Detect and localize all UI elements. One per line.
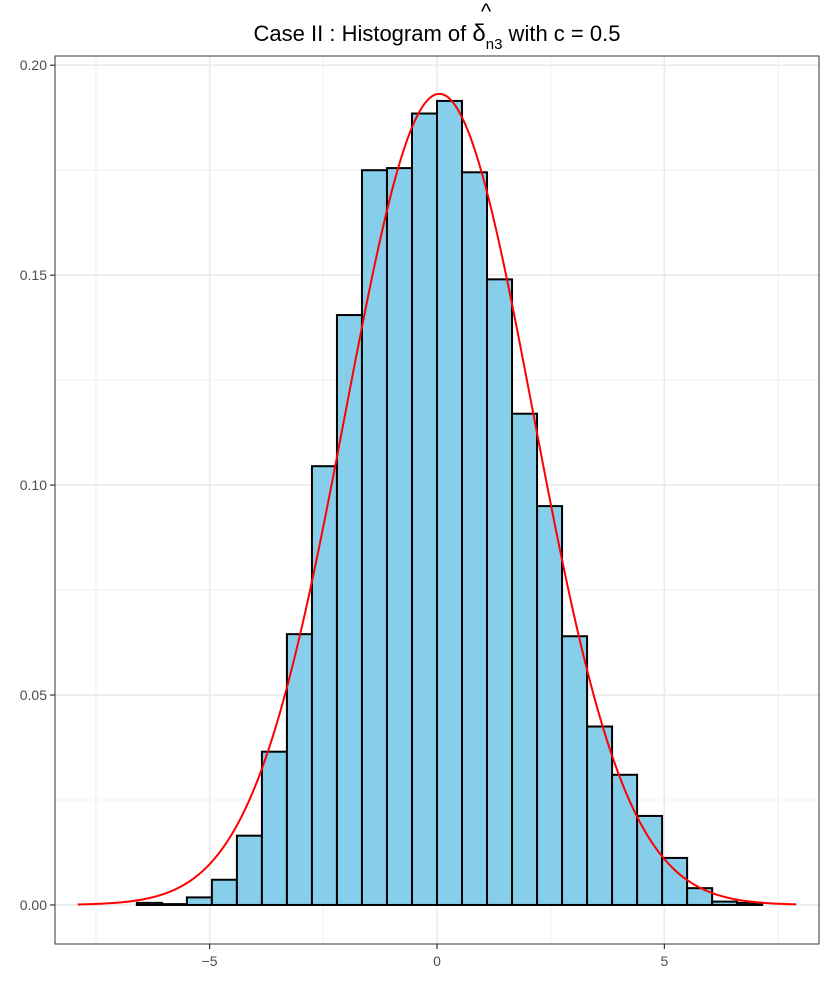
histogram-bar — [135, 901, 163, 906]
density-curve-layer — [77, 92, 797, 906]
histogram-bar — [511, 412, 539, 906]
histogram-bar — [486, 278, 514, 906]
histogram-bar — [711, 900, 739, 906]
histogram-bar — [385, 167, 413, 906]
chart-title-suffix: with c = 0.5 — [502, 21, 620, 46]
density-curve — [77, 92, 797, 906]
y-axis-tick-label: 0.10 — [20, 477, 47, 493]
histogram-bar — [210, 878, 238, 906]
y-axis-tick-label: 0.00 — [20, 897, 47, 913]
histogram-bar — [160, 903, 188, 906]
histogram-bar — [285, 633, 313, 906]
histogram-bar — [410, 112, 439, 906]
chart-title: Case II : Histogram of δn3 with c = 0.5 — [254, 20, 621, 53]
histogram-bars — [135, 99, 764, 906]
histogram-bar — [310, 465, 338, 906]
histogram-bar — [461, 171, 489, 906]
histogram-bar — [235, 834, 263, 906]
chart-title-accent: ^ — [481, 0, 492, 24]
histogram-bar — [260, 750, 288, 906]
y-axis-tick-label: 0.05 — [20, 687, 47, 703]
histogram-bar — [586, 725, 614, 906]
x-axis-tick-label: −5 — [202, 953, 218, 969]
y-axis-tick-label: 0.20 — [20, 57, 47, 73]
x-axis: −5 0 5 — [202, 944, 668, 969]
x-axis-tick-label: 0 — [433, 953, 441, 969]
x-axis-tick-label: 5 — [660, 953, 668, 969]
histogram-bar — [185, 896, 213, 906]
histogram-bar — [436, 99, 464, 906]
chart-title-prefix: Case II : Histogram of — [254, 21, 473, 46]
y-axis-tick-label: 0.15 — [20, 267, 47, 283]
chart-title-subscript: n3 — [486, 36, 503, 53]
histogram-bar — [360, 169, 388, 906]
chart-title-symbol: δ — [472, 20, 485, 47]
histogram-bar — [636, 814, 664, 906]
y-axis: 0.00 0.05 0.10 0.15 0.20 — [20, 57, 55, 913]
histogram-bar — [561, 635, 589, 906]
histogram-bar — [536, 505, 564, 906]
histogram-bar — [335, 314, 363, 906]
histogram-bar — [736, 901, 764, 906]
histogram-bar — [661, 856, 689, 906]
histogram-bar — [611, 773, 639, 906]
